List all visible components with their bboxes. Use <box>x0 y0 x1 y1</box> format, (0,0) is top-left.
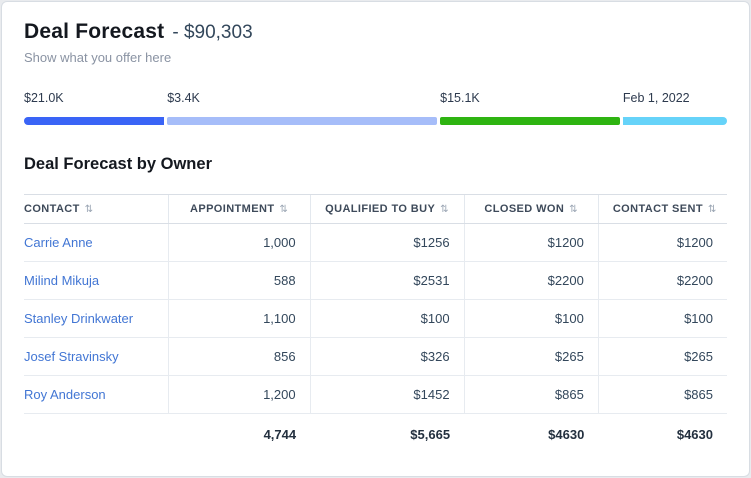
bar-label-appointment: $21.0K <box>24 91 64 105</box>
contact-link[interactable]: Milind Mikuja <box>24 273 100 288</box>
cell-contact-sent: $265 <box>597 337 727 376</box>
column-header-qualified[interactable]: QUALIFIED TO BUY ⇅ <box>309 194 465 224</box>
bar-label-qualified: $3.4K <box>167 91 200 105</box>
sort-icon[interactable]: ⇅ <box>440 204 450 215</box>
table-row: Josef Stravinsky 856 $326 $265 $265 <box>24 337 727 376</box>
deal-forecast-table: CONTACT ⇅ APPOINTMENT ⇅ QUALIFIED TO BUY ⇅ … <box>24 194 727 448</box>
cell-contact-sent: $2200 <box>597 261 727 300</box>
table-row: Carrie Anne 1,000 $1256 $1200 $1200 <box>24 223 727 262</box>
cell-appointment: 856 <box>167 337 311 376</box>
cell-appointment: 1,000 <box>167 223 311 262</box>
page-amount: - $90,303 <box>172 22 253 43</box>
bar-segment-cyan[interactable] <box>622 117 727 125</box>
contact-link[interactable]: Stanley Drinkwater <box>24 311 134 326</box>
contact-link[interactable]: Josef Stravinsky <box>24 349 119 364</box>
cell-qualified: $1256 <box>309 223 465 262</box>
cell-closed-won: $865 <box>463 375 599 414</box>
sort-icon[interactable]: ⇅ <box>279 204 289 215</box>
cell-qualified: $100 <box>309 299 465 338</box>
bar-segment-periwinkle[interactable] <box>167 117 438 125</box>
column-header-contact-sent[interactable]: CONTACT SENT ⇅ <box>597 194 727 224</box>
totals-empty-cell <box>24 414 168 449</box>
column-header-appointment-label: APPOINTMENT <box>189 203 275 215</box>
total-appointment: 4,744 <box>263 427 297 442</box>
forecast-bar-labels: $21.0K $3.4K $15.1K Feb 1, 2022 <box>24 91 727 105</box>
bar-segment-green[interactable] <box>440 117 620 125</box>
bar-segment-blue[interactable] <box>24 117 165 125</box>
cell-qualified: $326 <box>309 337 465 376</box>
header: Deal Forecast - $90,303 <box>24 20 727 44</box>
column-header-contact[interactable]: CONTACT ⇅ <box>24 194 169 224</box>
table-row: Milind Mikuja 588 $2531 $2200 $2200 <box>24 261 727 300</box>
column-header-contact-sent-label: CONTACT SENT <box>612 203 703 215</box>
cell-qualified: $1452 <box>309 375 465 414</box>
total-closed-won: $4630 <box>548 427 585 442</box>
bar-label-date: Feb 1, 2022 <box>622 91 690 105</box>
cell-contact-sent: $100 <box>597 299 727 338</box>
cell-closed-won: $100 <box>463 299 599 338</box>
column-header-contact-label: CONTACT <box>24 203 80 215</box>
cell-appointment: 1,200 <box>167 375 311 414</box>
column-header-closed-won[interactable]: CLOSED WON ⇅ <box>463 194 599 224</box>
contact-link[interactable]: Roy Anderson <box>24 387 106 402</box>
section-title: Deal Forecast by Owner <box>24 155 212 173</box>
contact-link[interactable]: Carrie Anne <box>24 235 93 250</box>
column-header-appointment[interactable]: APPOINTMENT ⇅ <box>167 194 311 224</box>
total-contact-sent: $4630 <box>676 427 713 442</box>
table-totals-row: 4,744 $5,665 $4630 $4630 <box>24 414 727 449</box>
sort-icon[interactable]: ⇅ <box>569 204 578 215</box>
column-header-qualified-label: QUALIFIED TO BUY <box>325 203 436 215</box>
cell-contact-sent: $1200 <box>597 223 727 262</box>
forecast-progress-bar <box>24 117 727 125</box>
page-subtitle: Show what you offer here <box>24 50 172 65</box>
cell-qualified: $2531 <box>309 261 465 300</box>
page-title: Deal Forecast <box>24 20 165 43</box>
sort-icon[interactable]: ⇅ <box>707 204 717 215</box>
column-header-closed-won-label: CLOSED WON <box>484 203 565 215</box>
bar-label-closed-won: $15.1K <box>440 91 480 105</box>
table-row: Stanley Drinkwater 1,100 $100 $100 $100 <box>24 299 727 338</box>
cell-closed-won: $1200 <box>463 223 599 262</box>
cell-closed-won: $2200 <box>463 261 599 300</box>
table-header-row: CONTACT ⇅ APPOINTMENT ⇅ QUALIFIED TO BUY ⇅ … <box>24 194 727 224</box>
table-row: Roy Anderson 1,200 $1452 $865 $865 <box>24 375 727 414</box>
sort-icon[interactable]: ⇅ <box>84 204 94 215</box>
cell-contact-sent: $865 <box>597 375 727 414</box>
cell-appointment: 1,100 <box>167 299 311 338</box>
cell-closed-won: $265 <box>463 337 599 376</box>
total-qualified: $5,665 <box>410 427 451 442</box>
cell-appointment: 588 <box>167 261 311 300</box>
